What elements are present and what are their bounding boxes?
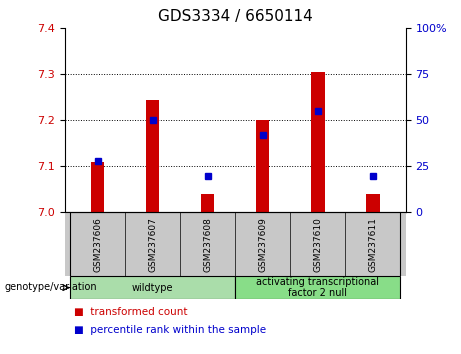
Title: GDS3334 / 6650114: GDS3334 / 6650114 [158,9,313,24]
Text: genotype/variation: genotype/variation [5,282,97,292]
Text: GSM237608: GSM237608 [203,217,212,272]
Text: GSM237607: GSM237607 [148,217,157,272]
Text: GSM237611: GSM237611 [368,217,377,272]
Text: ■  transformed count: ■ transformed count [74,307,187,317]
Text: GSM237606: GSM237606 [93,217,102,272]
Text: activating transcriptional
factor 2 null: activating transcriptional factor 2 null [256,277,379,298]
Bar [91,162,105,212]
Text: wildtype: wildtype [132,282,173,293]
Bar [235,276,400,299]
Bar [256,120,270,212]
Text: ■  percentile rank within the sample: ■ percentile rank within the sample [74,325,266,335]
Bar [201,194,214,212]
Text: GSM237609: GSM237609 [258,217,267,272]
Text: GSM237610: GSM237610 [313,217,322,272]
Bar [366,194,379,212]
Bar [311,72,325,212]
Bar [146,100,160,212]
Bar [70,276,235,299]
